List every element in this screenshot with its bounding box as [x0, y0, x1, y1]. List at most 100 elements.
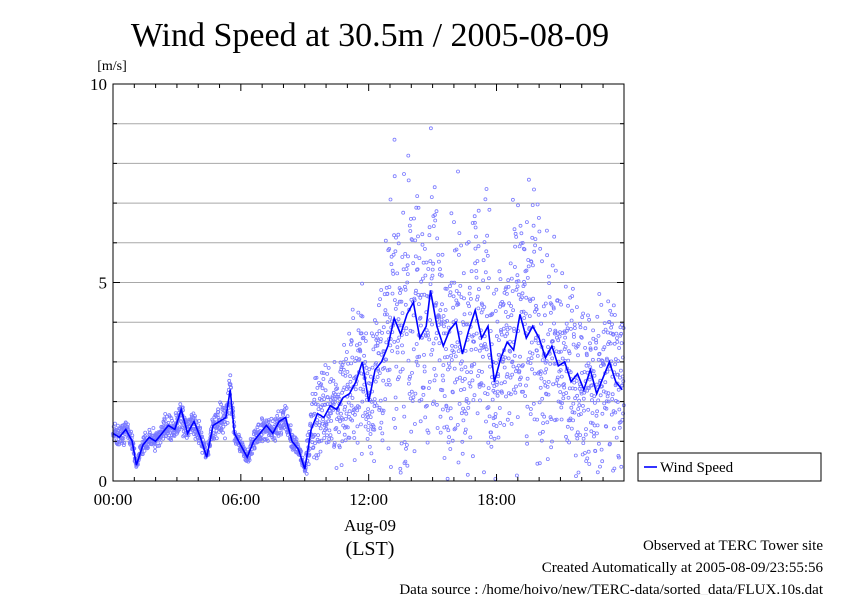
data-point	[585, 456, 590, 461]
data-point	[576, 342, 581, 346]
data-point	[415, 267, 420, 272]
data-point	[531, 296, 535, 301]
data-point	[374, 332, 379, 336]
data-point	[353, 359, 358, 364]
data-point	[454, 377, 459, 382]
data-point	[595, 431, 599, 436]
data-point	[522, 282, 527, 287]
data-point	[617, 407, 622, 412]
data-point	[481, 278, 486, 283]
data-point	[590, 421, 595, 426]
data-point	[420, 232, 425, 237]
data-point	[343, 438, 348, 443]
data-point	[368, 415, 373, 420]
data-point	[551, 339, 555, 344]
data-point	[325, 395, 330, 400]
data-point	[602, 401, 607, 406]
data-point	[370, 409, 375, 414]
data-point	[384, 357, 389, 362]
data-point	[348, 342, 353, 347]
data-point	[351, 316, 356, 321]
data-point	[604, 424, 609, 429]
data-point	[378, 297, 383, 302]
data-point	[406, 178, 411, 183]
data-point	[573, 326, 577, 331]
data-point	[463, 348, 468, 353]
data-point	[589, 420, 593, 425]
data-point	[309, 412, 313, 417]
data-point	[387, 246, 392, 251]
data-point	[504, 394, 508, 399]
data-point	[405, 463, 410, 468]
data-point	[492, 291, 496, 296]
data-point	[505, 417, 510, 422]
data-point	[552, 361, 557, 366]
data-point	[578, 433, 583, 438]
data-point	[587, 386, 591, 391]
data-point	[533, 243, 537, 248]
data-point	[620, 417, 625, 422]
data-point	[361, 335, 366, 340]
data-point	[402, 440, 407, 444]
data-point	[433, 218, 438, 223]
x-date-label: Aug-09	[344, 516, 396, 535]
data-point	[346, 361, 351, 366]
data-point	[453, 380, 458, 385]
data-point	[453, 354, 458, 359]
data-point	[405, 272, 410, 277]
data-point	[369, 399, 374, 404]
data-point	[428, 282, 433, 287]
data-point	[456, 349, 461, 354]
data-point	[476, 287, 481, 292]
data-point	[474, 234, 478, 239]
data-point	[504, 291, 509, 296]
data-point	[388, 465, 393, 469]
data-point	[461, 271, 466, 276]
data-point	[397, 299, 402, 304]
data-point	[418, 419, 423, 424]
data-point	[586, 313, 590, 318]
data-point	[380, 330, 385, 335]
data-point	[605, 358, 609, 362]
data-point	[388, 197, 393, 202]
data-point	[484, 187, 489, 191]
data-point	[323, 388, 328, 393]
data-point	[451, 305, 456, 310]
data-point	[417, 256, 422, 261]
data-point	[324, 440, 329, 445]
data-point	[608, 441, 612, 446]
x-timezone-label: (LST)	[346, 538, 395, 560]
data-point	[515, 473, 519, 478]
data-point	[591, 357, 595, 362]
data-point	[350, 307, 355, 312]
data-point	[609, 312, 614, 317]
data-point	[597, 441, 601, 446]
data-point	[394, 364, 399, 369]
data-point	[314, 375, 319, 380]
data-point	[581, 441, 586, 446]
data-point	[539, 369, 543, 374]
data-point	[446, 325, 451, 330]
data-point	[346, 414, 351, 419]
data-point	[348, 374, 353, 379]
data-point	[619, 368, 623, 373]
data-point	[503, 310, 508, 314]
data-point	[608, 341, 613, 346]
data-point	[407, 376, 412, 381]
data-point	[558, 390, 563, 394]
y-tick-label: 5	[99, 274, 108, 293]
data-point	[550, 263, 555, 268]
data-point	[498, 304, 502, 309]
data-point	[592, 434, 596, 439]
data-point	[431, 341, 436, 346]
data-point	[382, 365, 387, 370]
data-point	[512, 353, 517, 358]
data-point	[428, 318, 432, 323]
data-point	[435, 426, 440, 430]
data-point	[340, 439, 345, 444]
data-point	[542, 414, 547, 419]
data-point	[599, 302, 604, 307]
data-point	[506, 284, 511, 289]
data-point	[441, 363, 446, 368]
data-point	[466, 400, 471, 405]
